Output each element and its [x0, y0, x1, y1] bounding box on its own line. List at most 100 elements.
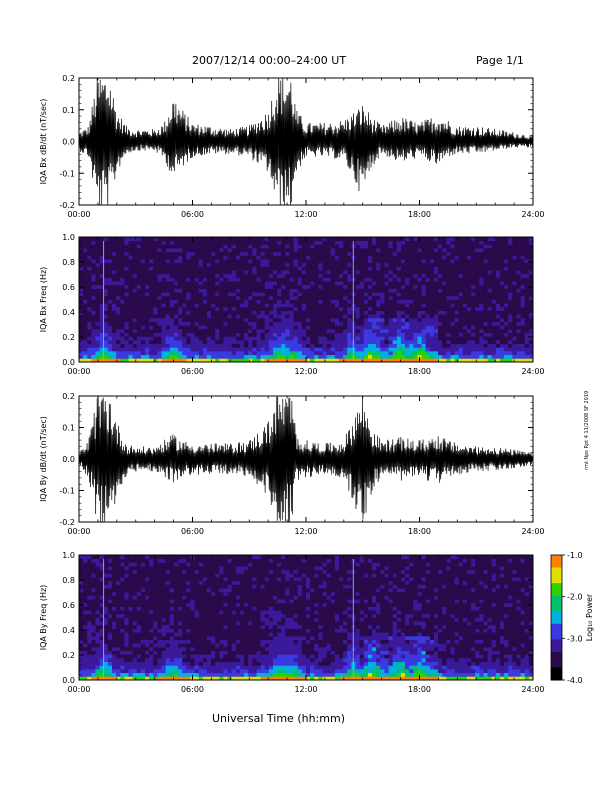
spectrogram-cell: [116, 339, 121, 345]
spectrogram-cell: [87, 555, 92, 560]
spectrogram-cell: [491, 281, 497, 286]
spectrogram-cell: [132, 665, 138, 670]
spectrogram-cell: [289, 281, 295, 286]
spectrogram-cell: [112, 569, 117, 574]
spectrogram-cell: [504, 314, 509, 319]
spectrogram-cell: [107, 628, 113, 633]
spectrogram-cell: [310, 273, 315, 278]
spectrogram-cell: [322, 251, 328, 256]
spectrogram-cell: [400, 292, 406, 297]
spectrogram-cell: [429, 339, 435, 345]
spectrogram-cell: [107, 650, 113, 655]
spectrogram-cell: [140, 284, 146, 289]
spectrogram-cell: [165, 343, 171, 348]
y-tick-label: 0.8: [62, 258, 75, 267]
spectrogram-cell: [157, 273, 162, 278]
spectrogram-cell: [120, 665, 125, 670]
spectrogram-cell: [347, 325, 352, 330]
spectrogram-cell: [153, 643, 158, 648]
spectrogram-cell: [145, 555, 150, 560]
spectrogram-cell: [79, 306, 84, 311]
spectrogram-cell: [103, 562, 109, 567]
spectrogram-cell: [107, 665, 113, 670]
spectrogram-cell: [145, 237, 150, 242]
spectrogram-cell: [318, 292, 323, 297]
spectrogram-cell: [479, 299, 484, 304]
spectrogram-cell: [165, 248, 171, 253]
spectrogram-cell: [359, 295, 365, 300]
spectrogram-cell: [504, 273, 509, 278]
spectrogram-cell: [107, 332, 113, 337]
spectrogram-cell: [211, 354, 216, 359]
spectrogram-cell: [244, 277, 249, 282]
spectrogram-cell: [227, 314, 233, 319]
spectrogram-cell: [334, 262, 340, 267]
spectrogram-cell: [306, 270, 311, 275]
spectrogram-cell: [182, 580, 187, 585]
spectrogram-cell: [310, 328, 315, 333]
spectrogram-cell: [289, 288, 295, 293]
spectrogram-cell: [396, 328, 402, 333]
spectrogram-cell: [128, 270, 134, 275]
spectrogram-cell: [429, 270, 435, 275]
spectrogram-cell: [173, 672, 179, 677]
spectrogram-cell: [450, 325, 455, 330]
spectrogram-cell: [116, 292, 121, 297]
spectrogram-cell: [433, 321, 439, 326]
spectrogram-cell: [318, 270, 323, 275]
spectrogram-cell: [107, 602, 113, 607]
spectrogram-cell: [136, 244, 142, 249]
spectrogram-cell: [285, 237, 290, 242]
spectrogram-cell: [120, 336, 125, 341]
spectrogram-cell: [355, 251, 361, 256]
spectrogram-cell: [334, 270, 340, 275]
spectrogram-cell: [235, 350, 241, 356]
spectrogram-cell: [132, 354, 138, 359]
spectrogram-cell: [359, 277, 365, 282]
spectrogram-cell: [116, 343, 121, 348]
spectrogram-cell: [504, 325, 509, 330]
spectrogram-cell: [413, 310, 418, 315]
spectrogram-cell: [231, 314, 237, 319]
spectrogram-cell: [425, 284, 431, 289]
spectrogram-cell: [165, 577, 171, 582]
spectrogram-cell: [471, 306, 476, 311]
spectrogram-cell: [99, 628, 105, 633]
spectrogram-cell: [165, 292, 171, 297]
spectrogram-cell: [429, 281, 435, 286]
spectrogram-cell: [512, 281, 517, 286]
spectrogram-cell: [116, 306, 121, 311]
spectrogram-cell: [405, 306, 410, 311]
spectrogram-cell: [495, 266, 501, 271]
spectrogram-cell: [293, 339, 299, 345]
spectrogram-cell: [165, 668, 171, 674]
spectrogram-cell: [211, 237, 216, 242]
spectrogram-cell: [132, 240, 138, 245]
spectrogram-cell: [107, 562, 113, 567]
spectrogram-cell: [231, 262, 237, 267]
spectrogram-cell: [178, 237, 183, 242]
spectrogram-cell: [173, 558, 179, 563]
spectrogram-cell: [417, 244, 422, 249]
spectrogram-cell: [339, 339, 344, 345]
spectrogram-cell: [264, 266, 270, 271]
spectrogram-cell: [132, 350, 138, 356]
spectrogram-cell: [479, 332, 484, 337]
spectrogram-cell: [235, 255, 241, 260]
spectrogram-cell: [454, 328, 460, 333]
spectrogram-cell: [161, 588, 167, 593]
spectrogram-cell: [107, 580, 113, 585]
spectrogram-cell: [520, 339, 526, 345]
spectrogram-cell: [157, 321, 162, 326]
spectrogram-cell: [169, 347, 175, 352]
spectrogram-cell: [87, 299, 92, 304]
spectrogram-cell: [107, 661, 113, 666]
y-tick-label: 0.4: [62, 308, 75, 317]
spectrogram-cell: [186, 295, 191, 300]
spectrogram-cell: [215, 266, 220, 271]
spectrogram-cell: [132, 237, 138, 242]
spectrogram-cell: [318, 347, 323, 352]
spectrogram-cell: [99, 595, 105, 600]
spectrogram-cell: [116, 595, 121, 600]
spectrogram-cell: [107, 573, 113, 578]
